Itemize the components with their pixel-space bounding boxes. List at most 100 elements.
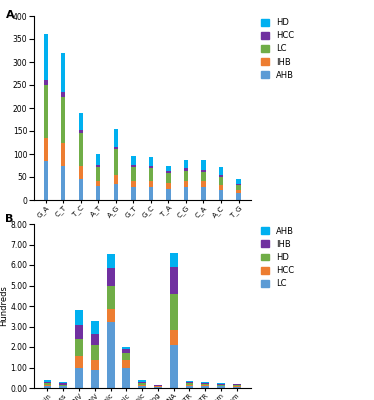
Legend: AHB, IHB, HD, HCC, LC: AHB, IHB, HD, HCC, LC: [259, 225, 295, 290]
Bar: [122, 353, 130, 360]
Bar: [154, 385, 162, 386]
Bar: [43, 85, 48, 138]
Bar: [91, 321, 99, 334]
Bar: [219, 175, 223, 177]
Bar: [170, 330, 178, 345]
Bar: [186, 381, 193, 382]
Bar: [75, 356, 83, 368]
Bar: [236, 184, 241, 185]
Bar: [75, 310, 83, 326]
Text: A: A: [6, 10, 14, 20]
Bar: [170, 294, 178, 330]
Bar: [131, 164, 135, 167]
Bar: [186, 385, 193, 386]
Bar: [91, 334, 99, 345]
Legend: HD, HCC, LC, IHB, AHB: HD, HCC, LC, IHB, AHB: [259, 16, 295, 82]
Bar: [79, 166, 83, 179]
Bar: [154, 386, 162, 387]
Bar: [201, 181, 206, 187]
Bar: [219, 185, 223, 190]
Bar: [201, 386, 209, 388]
Bar: [43, 383, 51, 384]
Bar: [154, 387, 162, 388]
Bar: [170, 267, 178, 294]
Bar: [184, 160, 188, 168]
Bar: [184, 168, 188, 170]
Bar: [186, 382, 193, 383]
Bar: [184, 170, 188, 181]
Bar: [43, 380, 51, 382]
Bar: [219, 190, 223, 200]
Bar: [201, 382, 209, 383]
Bar: [43, 382, 51, 383]
Bar: [107, 309, 114, 322]
Bar: [114, 184, 118, 200]
Bar: [59, 386, 67, 388]
Bar: [79, 112, 83, 130]
Bar: [107, 286, 114, 309]
Bar: [236, 185, 241, 190]
Bar: [61, 142, 65, 166]
Bar: [61, 166, 65, 200]
Bar: [75, 326, 83, 339]
Bar: [184, 181, 188, 187]
Bar: [107, 268, 114, 286]
Bar: [75, 368, 83, 388]
Bar: [219, 177, 223, 185]
Bar: [114, 147, 118, 150]
Bar: [43, 161, 48, 200]
Bar: [59, 384, 67, 386]
Text: B: B: [6, 214, 14, 224]
Bar: [91, 345, 99, 360]
Bar: [79, 133, 83, 166]
Y-axis label: Hundreds: Hundreds: [0, 286, 7, 326]
Bar: [61, 92, 65, 96]
Bar: [201, 383, 209, 384]
Bar: [43, 384, 51, 386]
Bar: [149, 157, 153, 166]
Bar: [138, 380, 146, 382]
Bar: [131, 181, 135, 187]
Bar: [236, 179, 241, 184]
Bar: [217, 383, 225, 384]
Bar: [96, 186, 101, 200]
Bar: [79, 179, 83, 200]
Bar: [107, 322, 114, 388]
Bar: [79, 130, 83, 133]
Bar: [43, 386, 51, 388]
Bar: [201, 187, 206, 200]
Bar: [122, 346, 130, 349]
Bar: [107, 254, 114, 268]
Bar: [166, 188, 171, 200]
Bar: [122, 349, 130, 353]
Bar: [149, 187, 153, 200]
Bar: [233, 385, 241, 386]
Bar: [138, 386, 146, 388]
Bar: [166, 171, 171, 173]
Bar: [236, 190, 241, 193]
Bar: [149, 181, 153, 187]
Bar: [122, 368, 130, 388]
Bar: [236, 193, 241, 200]
Bar: [170, 345, 178, 388]
Bar: [59, 382, 67, 384]
Bar: [91, 370, 99, 388]
Bar: [166, 183, 171, 188]
Bar: [114, 149, 118, 175]
Bar: [201, 160, 206, 170]
Bar: [149, 168, 153, 181]
Bar: [96, 154, 101, 165]
Bar: [75, 339, 83, 356]
Bar: [131, 167, 135, 181]
Bar: [219, 167, 223, 175]
Bar: [186, 383, 193, 385]
Bar: [61, 96, 65, 142]
Bar: [186, 386, 193, 388]
Bar: [217, 386, 225, 388]
Bar: [96, 167, 101, 181]
Bar: [217, 384, 225, 386]
Bar: [170, 253, 178, 267]
Bar: [138, 383, 146, 385]
Bar: [233, 386, 241, 388]
Bar: [96, 165, 101, 167]
